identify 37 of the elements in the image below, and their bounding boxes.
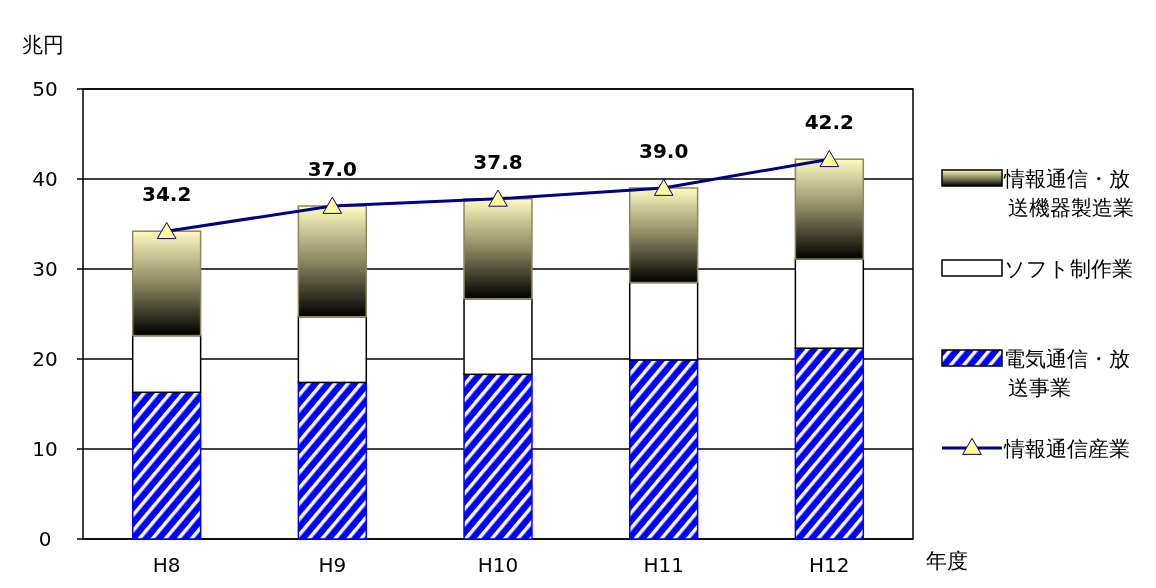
y-axis-title: 兆円 — [22, 33, 64, 57]
point — [653, 178, 674, 196]
bar — [463, 373, 533, 540]
data-label: 39.0 — [638, 139, 689, 163]
bar — [297, 381, 368, 540]
bar — [131, 230, 202, 337]
bar — [628, 187, 699, 284]
data-label: 34.2 — [141, 182, 192, 207]
x-tick-label: H12 — [809, 553, 850, 577]
x-tick-label: H8 — [152, 553, 181, 577]
data-label: 42.2 — [804, 110, 855, 135]
legend-label: 電気通信・放送事業 — [1004, 347, 1130, 400]
data-label: 37.0 — [307, 157, 358, 181]
x-tick-label: H9 — [318, 553, 347, 577]
y-tick-label: 50 — [32, 77, 58, 101]
point — [488, 189, 508, 207]
legend-label: 情報通信産業 — [1003, 437, 1130, 461]
point — [819, 149, 840, 168]
data-label: 37.8 — [473, 149, 523, 174]
y-tick-label: 10 — [32, 437, 58, 461]
y-tick-label: 40 — [32, 167, 58, 191]
x-tick-label: H10 — [477, 553, 519, 577]
bar — [794, 158, 865, 260]
bar — [131, 391, 202, 540]
legend-label: ソフト制作業 — [1004, 257, 1133, 281]
point — [156, 221, 177, 240]
bar — [297, 205, 368, 318]
y-tick-label: 30 — [32, 257, 58, 281]
point — [322, 196, 343, 214]
y-tick-label: 20 — [32, 347, 58, 371]
legend-label: 情報通信・放送機器製造業 — [1003, 167, 1134, 220]
bar — [463, 198, 533, 300]
x-axis-title: 年度 — [926, 549, 968, 573]
bar — [794, 347, 865, 540]
bar — [628, 359, 699, 540]
y-tick-label: 0 — [38, 527, 52, 551]
x-tick-label: H11 — [643, 553, 684, 577]
